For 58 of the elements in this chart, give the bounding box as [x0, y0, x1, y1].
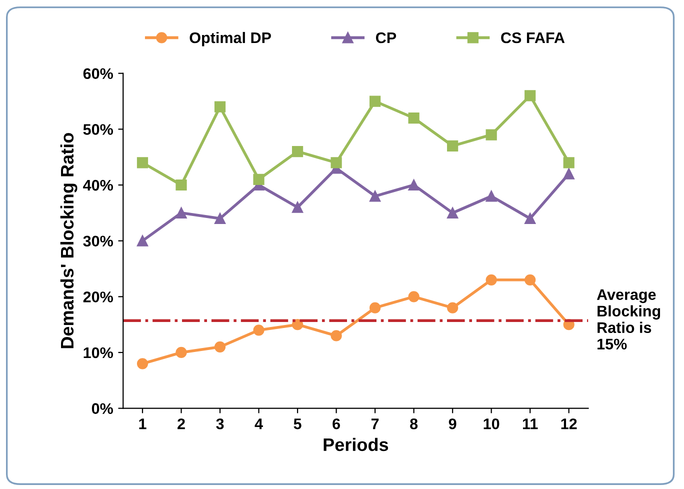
legend-label: CP: [376, 32, 396, 44]
point: [370, 96, 381, 107]
point: [486, 190, 497, 202]
y-tick-label: 40%: [83, 180, 113, 191]
point: [136, 235, 148, 246]
point: [253, 174, 264, 185]
point: [214, 101, 226, 112]
y-tick-label: 50%: [83, 124, 113, 135]
x-tick-label: 11: [522, 418, 538, 430]
y-axis-title: Demands' Blocking Ratio: [60, 133, 78, 348]
x-tick-label: 10: [484, 418, 500, 430]
point: [524, 212, 536, 224]
x-tick-label: 4: [254, 418, 263, 430]
point: [136, 358, 148, 370]
x-tick-label: 7: [371, 418, 379, 430]
x-axis-title: Periods: [324, 438, 388, 452]
x-tick-label: 1: [139, 418, 146, 430]
point: [408, 179, 420, 191]
x-tick-label: 8: [410, 418, 418, 430]
point: [176, 346, 187, 358]
point: [214, 212, 226, 224]
point: [563, 168, 574, 180]
x-tick-label: 12: [561, 418, 577, 430]
point: [330, 157, 342, 168]
point: [330, 330, 342, 342]
point: [292, 202, 304, 213]
point: [214, 341, 226, 352]
y-tick-label: 30%: [83, 236, 113, 247]
x-tick-label: 5: [294, 418, 302, 430]
point: [408, 291, 420, 302]
point: [486, 129, 497, 140]
point: [447, 140, 458, 152]
point: [408, 112, 420, 124]
point: [370, 302, 381, 314]
point: [176, 207, 187, 218]
point: [370, 190, 381, 202]
point: [563, 157, 574, 168]
point: [486, 274, 497, 286]
point: [253, 324, 264, 336]
y-tick-label: 60%: [83, 68, 113, 80]
legend-label: CS FAFA: [501, 32, 565, 44]
x-tick-label: 3: [216, 418, 224, 430]
point: [524, 90, 536, 102]
point: [292, 319, 304, 330]
point: [447, 302, 458, 314]
ref-line-label: Average Blocking Ratio is 15%: [596, 289, 660, 350]
x-tick-label: 2: [178, 418, 185, 430]
point: [136, 157, 148, 168]
y-tick-label: 0%: [92, 403, 113, 414]
point: [176, 179, 187, 191]
point: [292, 146, 304, 158]
x-tick-label: 6: [332, 418, 340, 430]
y-tick-label: 10%: [84, 347, 113, 358]
x-tick-label: 9: [448, 418, 456, 430]
point: [447, 207, 458, 218]
y-tick-label: 20%: [83, 292, 113, 302]
legend-label: Optimal DP: [190, 32, 271, 46]
point: [524, 274, 536, 286]
